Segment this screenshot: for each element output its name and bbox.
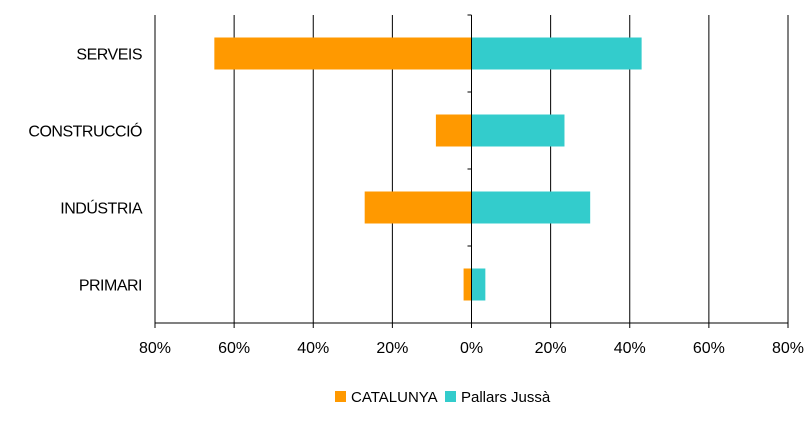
bars — [214, 37, 642, 301]
legend-label: CATALUNYA — [351, 389, 438, 406]
bar-pallars-jussa-3 — [471, 268, 486, 301]
bar-catalunya-2 — [364, 191, 472, 224]
category-label: INDÚSTRIA — [60, 199, 143, 218]
bar-pallars-jussa-0 — [471, 37, 642, 70]
bar-pallars-jussa-1 — [471, 114, 565, 147]
bar-catalunya-3 — [463, 268, 472, 301]
x-tick-label: 20% — [535, 340, 567, 357]
category-label: PRIMARI — [79, 278, 142, 295]
x-tick-label: 40% — [614, 340, 646, 357]
labels: 80% 60% 40% 20% 0% 20% 40% 60% 80% SERVEIS CONSTRU… — [28, 47, 804, 358]
x-tick-label: 80% — [139, 340, 171, 357]
legend-swatch — [335, 391, 346, 402]
legend: CATALUNYA Pallars Jussà — [335, 389, 551, 406]
x-tick-label: 60% — [693, 340, 725, 357]
axes — [154, 14, 789, 328]
x-tick-label: 0% — [460, 340, 483, 357]
x-tick-label: 80% — [772, 340, 804, 357]
bar-catalunya-1 — [435, 114, 472, 147]
bar-pallars-jussa-2 — [471, 191, 591, 224]
x-tick-label: 60% — [218, 340, 250, 357]
category-label: CONSTRUCCIÓ — [28, 122, 142, 141]
legend-label: Pallars Jussà — [461, 389, 551, 406]
x-tick-label: 40% — [297, 340, 329, 357]
legend-swatch — [445, 391, 456, 402]
bar-catalunya-0 — [214, 37, 472, 70]
x-tick-label: 20% — [376, 340, 408, 357]
category-label: SERVEIS — [76, 47, 142, 64]
